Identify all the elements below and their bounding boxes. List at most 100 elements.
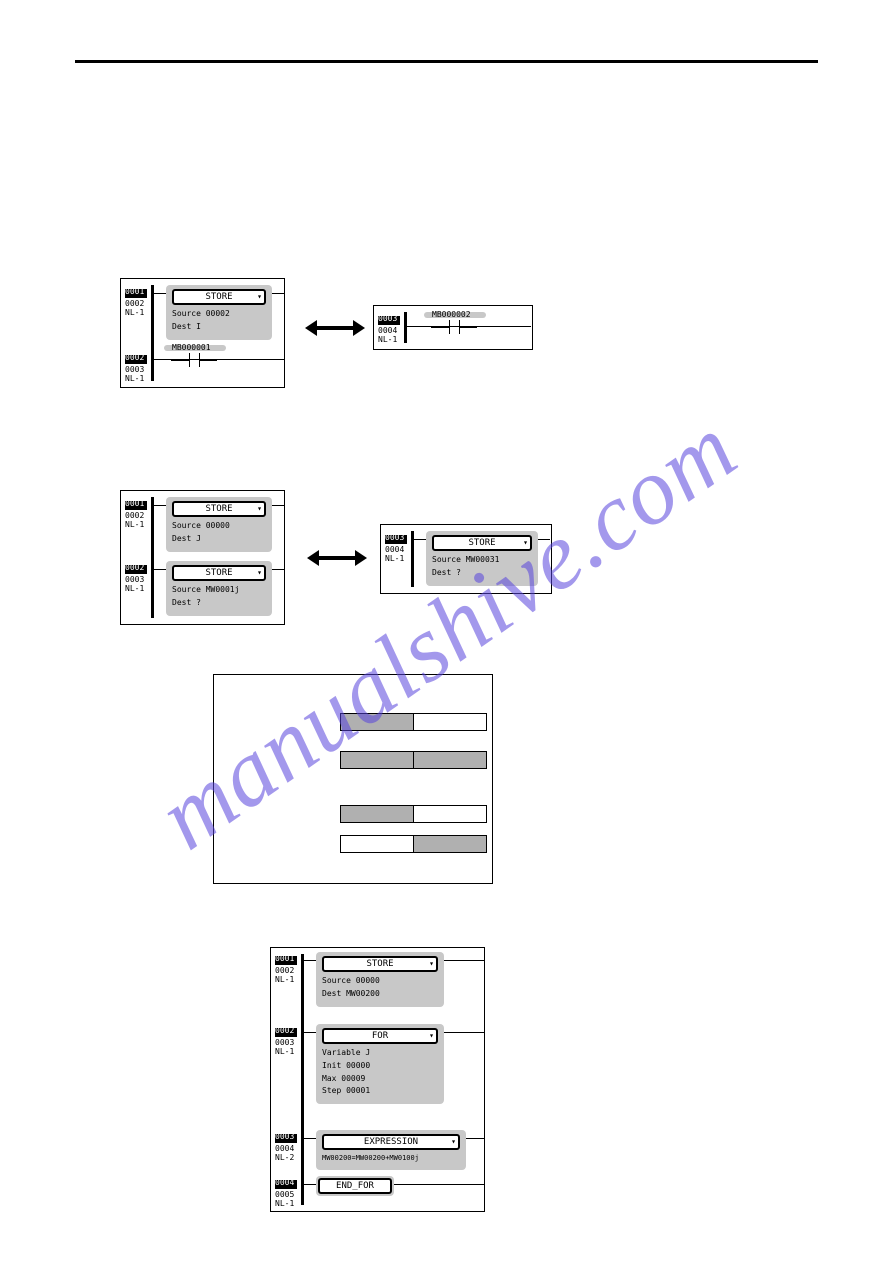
corner-icon: ▾ <box>451 1137 456 1146</box>
instr-title: STORE ▾ <box>172 289 266 305</box>
diagram1-left: 0001 0002 NL-1 STORE ▾ Source 00002 Dest … <box>120 278 285 388</box>
wire <box>272 569 284 570</box>
wire <box>444 960 484 961</box>
wire <box>538 539 550 540</box>
for-step: Step 00001 <box>322 1085 438 1098</box>
corner-icon: ▾ <box>523 538 528 547</box>
store-block: STORE ▾ Source 00002 Dest I <box>166 285 272 340</box>
step-num: 0004 <box>275 1179 294 1188</box>
step-num: 0001 <box>125 500 144 509</box>
store-block: STORE ▾ Source MW00031 Dest ? <box>426 531 538 586</box>
instr-title: STORE ▾ <box>172 501 266 517</box>
corner-icon: ▾ <box>257 568 262 577</box>
bar-cell <box>340 751 414 769</box>
step-nl: NL-1 <box>275 1048 294 1057</box>
contact-label: MB000001 <box>172 343 211 352</box>
title-text: END_FOR <box>336 1181 374 1191</box>
page-top-rule <box>75 60 818 63</box>
bar-diagram-frame <box>213 674 493 884</box>
bar-cell <box>413 713 487 731</box>
corner-icon: ▾ <box>257 292 262 301</box>
title-text: FOR <box>372 1031 388 1041</box>
step-num: 0003 <box>275 1133 294 1142</box>
store-block: STORE ▾ Source 00000 Dest MW00200 <box>316 952 444 1007</box>
wire <box>444 1032 484 1033</box>
bar-cell <box>340 805 414 823</box>
wire <box>272 505 284 506</box>
busbar <box>151 285 154 381</box>
no-contact <box>171 353 219 367</box>
title-text: STORE <box>205 292 232 302</box>
step-nl: NL-1 <box>385 555 404 564</box>
step-nl: NL-2 <box>275 1154 294 1163</box>
wire <box>272 293 284 294</box>
wire <box>466 1138 484 1139</box>
dst-row: Dest ? <box>432 567 532 580</box>
step-nl: NL-1 <box>378 336 397 345</box>
corner-icon: ▾ <box>429 1031 434 1040</box>
corner-icon: ▾ <box>429 959 434 968</box>
contact-bg: MB000002 <box>424 312 486 318</box>
dst-row: Dest ? <box>172 597 266 610</box>
step-num: 0003 <box>378 315 397 324</box>
instr-title: END_FOR <box>318 1178 392 1194</box>
src-row: Source MW00031 <box>432 554 532 567</box>
busbar <box>301 954 304 1205</box>
for-var: Variable J <box>322 1047 438 1060</box>
instr-title: FOR ▾ <box>322 1028 438 1044</box>
expression-block: EXPRESSION ▾ MW00200=MW00200+MW0100j <box>316 1130 466 1170</box>
double-arrow-icon <box>313 320 357 336</box>
store-block: STORE ▾ Source 00000 Dest J <box>166 497 272 552</box>
expr-row: MW00200=MW00200+MW0100j <box>322 1153 460 1164</box>
title-text: EXPRESSION <box>364 1137 418 1147</box>
dst-row: Dest J <box>172 533 266 546</box>
src-row: Source 00002 <box>172 308 266 321</box>
step-num: 0001 <box>125 288 144 297</box>
src-row: Source 00000 <box>322 975 438 988</box>
bar-cell <box>413 835 487 853</box>
bar-cell <box>340 835 414 853</box>
diagram1-right: 0003 0004 NL-1 MB000002 <box>373 305 533 350</box>
src-row: Source MW0001j <box>172 584 266 597</box>
instr-title: EXPRESSION ▾ <box>322 1134 460 1150</box>
bar-cell <box>413 805 487 823</box>
bar-cell <box>340 713 414 731</box>
for-init: Init 00000 <box>322 1060 438 1073</box>
title-text: STORE <box>366 959 393 969</box>
step-nl: NL-1 <box>125 521 144 530</box>
store-block: STORE ▾ Source MW0001j Dest ? <box>166 561 272 616</box>
diagram2-right: 0003 0004 NL-1 STORE▾ Source MW00031 Des… <box>380 524 552 594</box>
endfor-block: END_FOR <box>316 1176 394 1196</box>
instr-title: STORE ▾ <box>172 565 266 581</box>
busbar <box>151 497 154 618</box>
title-text: STORE <box>205 568 232 578</box>
instr-title: STORE ▾ <box>432 535 532 551</box>
step-num: 0002 <box>125 354 144 363</box>
title-text: STORE <box>205 504 232 514</box>
contact-bg: MB000001 <box>164 345 226 351</box>
step-nl: NL-1 <box>125 375 144 384</box>
step-num: 0001 <box>275 955 294 964</box>
contact-label: MB000002 <box>432 310 471 319</box>
step-num: 0002 <box>125 564 144 573</box>
step-nl: NL-1 <box>275 1200 294 1209</box>
instr-title: STORE ▾ <box>322 956 438 972</box>
bar-cell <box>413 751 487 769</box>
title-text: STORE <box>468 538 495 548</box>
double-arrow-icon <box>315 550 359 566</box>
src-row: Source 00000 <box>172 520 266 533</box>
for-max: Max 00009 <box>322 1073 438 1086</box>
corner-icon: ▾ <box>257 504 262 513</box>
for-block: FOR ▾ Variable J Init 00000 Max 00009 Ste… <box>316 1024 444 1104</box>
dst-row: Dest I <box>172 321 266 334</box>
diagram2-left: 0001 0002 NL-1 STORE ▾ Source 00000 Dest … <box>120 490 285 625</box>
diagram3: 0001 0002 NL-1 STORE ▾ Source 00000 Dest … <box>270 947 485 1212</box>
step-nl: NL-1 <box>125 309 144 318</box>
dst-row: Dest MW00200 <box>322 988 438 1001</box>
busbar <box>404 312 407 343</box>
step-nl: NL-1 <box>275 976 294 985</box>
step-nl: NL-1 <box>125 585 144 594</box>
no-contact <box>431 320 479 334</box>
wire <box>394 1184 484 1185</box>
step-num: 0002 <box>275 1027 294 1036</box>
